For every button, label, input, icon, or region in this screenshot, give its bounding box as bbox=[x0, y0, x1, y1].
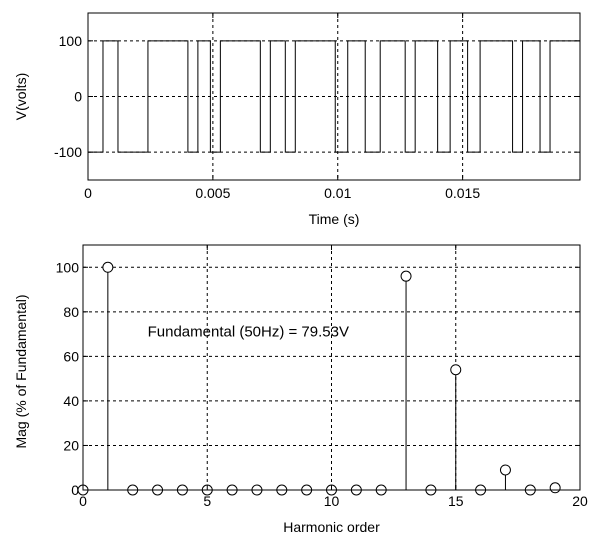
voltage-waveform bbox=[88, 40, 580, 153]
harmonic-marker bbox=[549, 482, 561, 494]
spectrum-x-tick-label: 5 bbox=[203, 493, 211, 509]
time-x-tick-label: 0.015 bbox=[445, 185, 480, 201]
spectrum-y-tick-label: 80 bbox=[63, 304, 79, 320]
harmonic-marker bbox=[102, 261, 114, 273]
time-x-tick-label: 0.005 bbox=[195, 185, 230, 201]
harmonic-y-axis-label: Mag (% of Fundamental) bbox=[13, 294, 29, 448]
spectrum-y-tick-label: 40 bbox=[63, 393, 79, 409]
time-plot-ticks: 0 0.005 0.01 0.015 -100 0 100 bbox=[54, 13, 580, 201]
time-x-tick-label: 0.01 bbox=[324, 185, 351, 201]
spectrum-plot-ticks: 0 5 10 15 20 0 20 40 60 80 100 bbox=[56, 245, 588, 509]
spectrum-y-tick-label: 20 bbox=[63, 437, 79, 453]
spectrum-x-tick-label: 20 bbox=[572, 493, 588, 509]
time-domain-plot: 0 0.005 0.01 0.015 -100 0 100 Time (s) V(volts… bbox=[13, 12, 581, 227]
harmonic-marker bbox=[499, 464, 511, 476]
fundamental-annotation: Fundamental (50Hz) = 79.53V bbox=[148, 323, 349, 340]
harmonic-marker bbox=[450, 364, 462, 376]
harmonic-spectrum-plot: 0 5 10 15 20 0 20 40 60 80 100 Fundamental (50Hz) … bbox=[13, 244, 588, 535]
spectrum-plot-grid bbox=[83, 245, 580, 490]
spectrum-x-tick-label: 10 bbox=[324, 493, 340, 509]
spectrum-x-tick-label: 15 bbox=[448, 493, 464, 509]
spectrum-x-tick-label: 0 bbox=[79, 493, 87, 509]
spectrum-y-tick-label: 0 bbox=[71, 482, 79, 498]
harmonic-marker bbox=[400, 270, 412, 282]
time-x-tick-label: 0 bbox=[84, 185, 92, 201]
time-x-axis-label: Time (s) bbox=[309, 211, 360, 227]
time-y-tick-label: -100 bbox=[54, 144, 82, 160]
time-y-tick-label: 0 bbox=[74, 89, 82, 105]
time-y-axis-label: V(volts) bbox=[13, 73, 29, 120]
spectrum-y-tick-label: 100 bbox=[56, 259, 80, 275]
harmonic-x-axis-label: Harmonic order bbox=[283, 519, 380, 535]
spectrum-y-tick-label: 60 bbox=[63, 348, 79, 364]
time-y-tick-label: 100 bbox=[59, 33, 83, 49]
